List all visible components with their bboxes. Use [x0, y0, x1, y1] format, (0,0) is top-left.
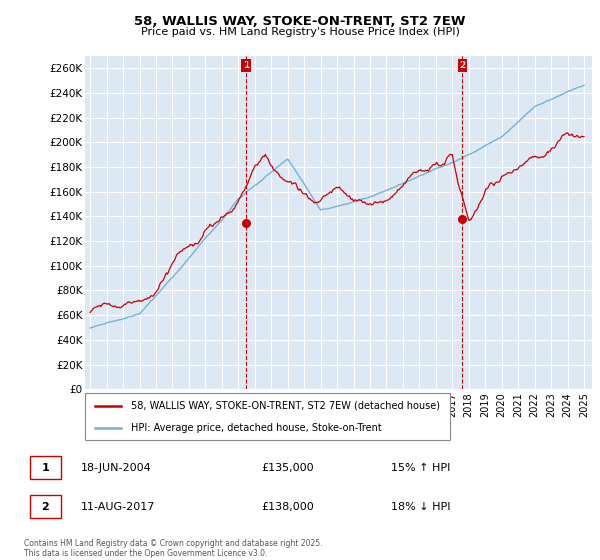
Text: 18% ↓ HPI: 18% ↓ HPI [391, 502, 450, 511]
Text: 1: 1 [243, 61, 249, 70]
FancyBboxPatch shape [85, 393, 450, 440]
Text: 18-JUN-2004: 18-JUN-2004 [80, 463, 151, 473]
Text: 58, WALLIS WAY, STOKE-ON-TRENT, ST2 7EW: 58, WALLIS WAY, STOKE-ON-TRENT, ST2 7EW [134, 15, 466, 27]
Text: Contains HM Land Registry data © Crown copyright and database right 2025.
This d: Contains HM Land Registry data © Crown c… [24, 539, 323, 558]
Text: 1: 1 [41, 463, 49, 473]
Text: 58, WALLIS WAY, STOKE-ON-TRENT, ST2 7EW (detached house): 58, WALLIS WAY, STOKE-ON-TRENT, ST2 7EW … [131, 401, 440, 411]
FancyBboxPatch shape [29, 456, 61, 479]
Text: 2: 2 [459, 61, 466, 70]
Text: £138,000: £138,000 [261, 502, 314, 511]
Text: £135,000: £135,000 [261, 463, 314, 473]
Text: 15% ↑ HPI: 15% ↑ HPI [391, 463, 450, 473]
Text: 11-AUG-2017: 11-AUG-2017 [80, 502, 155, 511]
Text: Price paid vs. HM Land Registry's House Price Index (HPI): Price paid vs. HM Land Registry's House … [140, 27, 460, 37]
Text: 2: 2 [41, 502, 49, 511]
FancyBboxPatch shape [29, 495, 61, 518]
Text: HPI: Average price, detached house, Stoke-on-Trent: HPI: Average price, detached house, Stok… [131, 423, 382, 433]
